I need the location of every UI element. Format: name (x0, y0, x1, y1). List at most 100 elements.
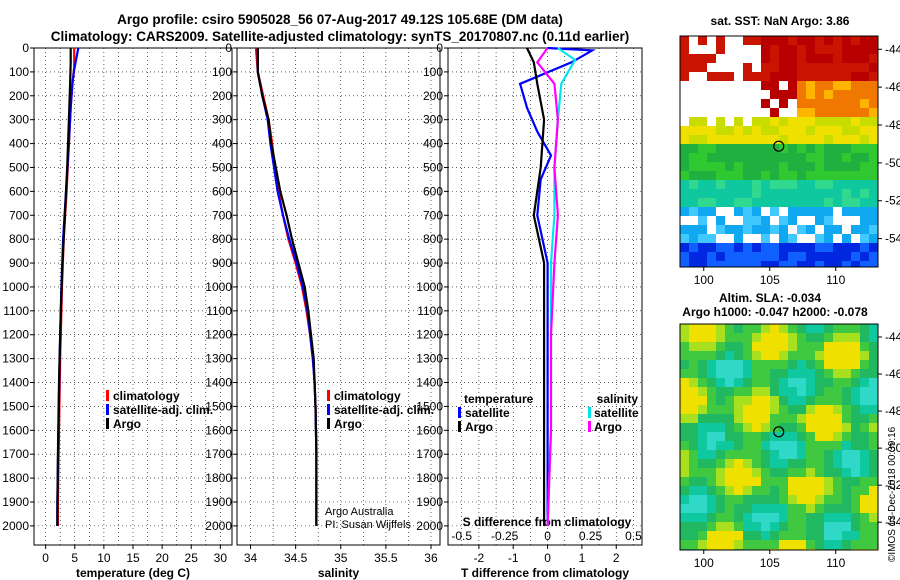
map-cell (788, 180, 797, 189)
map-cell (788, 162, 797, 171)
map-cell (707, 522, 716, 531)
map-cell (707, 54, 716, 63)
map-cell (842, 360, 851, 369)
map-cell (869, 522, 878, 531)
map-cell (707, 423, 716, 432)
map-cell (698, 162, 707, 171)
map-cell (725, 414, 734, 423)
map-cell (833, 162, 842, 171)
map-cell (716, 369, 725, 378)
map-cell (806, 207, 815, 216)
map-cell (851, 72, 860, 81)
series-line-t-satellite (518, 46, 596, 526)
map-cell (860, 153, 869, 162)
map-cell (743, 72, 752, 81)
map-cell (860, 324, 869, 333)
map-cell (869, 243, 878, 252)
map-cell (842, 468, 851, 477)
map-cell (752, 513, 761, 522)
map-cell (824, 477, 833, 486)
map-cell (824, 540, 833, 549)
map-cell (680, 531, 689, 540)
map-cell (734, 495, 743, 504)
map-cell (689, 378, 698, 387)
map-cell (743, 333, 752, 342)
y-tick-label: 1700 (416, 447, 443, 461)
map-cell (824, 153, 833, 162)
map-cell (680, 207, 689, 216)
map-cell (734, 369, 743, 378)
legend-label: climatology (334, 389, 401, 403)
map-cell (797, 342, 806, 351)
map-cell (833, 36, 842, 45)
map-cell (734, 180, 743, 189)
map-cell (842, 540, 851, 549)
x-tick-label: -2 (474, 551, 485, 565)
map-cell (770, 225, 779, 234)
map-cell (734, 252, 743, 261)
map-cell (842, 477, 851, 486)
map-cell (752, 117, 761, 126)
y-tick-label: 1800 (416, 471, 443, 485)
map-cell (734, 513, 743, 522)
map-cell (761, 333, 770, 342)
map-cell (680, 243, 689, 252)
y-tick-label: 1500 (2, 399, 29, 413)
map-cell (842, 252, 851, 261)
map-cell (869, 81, 878, 90)
map-cell (824, 468, 833, 477)
map-cell (707, 405, 716, 414)
map-cell (779, 432, 788, 441)
map-cell (788, 153, 797, 162)
map-cell (761, 351, 770, 360)
y-tick-label: 1200 (416, 328, 443, 342)
map-cell (770, 414, 779, 423)
map-cell (797, 198, 806, 207)
map-cell (869, 207, 878, 216)
map-cell (752, 198, 761, 207)
map-cell (761, 216, 770, 225)
map-cell (779, 117, 788, 126)
map-y-label: -50 (885, 441, 900, 455)
map-cell (779, 126, 788, 135)
map-cell (806, 90, 815, 99)
map-cell (698, 486, 707, 495)
map-cell (752, 540, 761, 549)
y-tick-label: 800 (212, 232, 232, 246)
y-tick-label: 200 (9, 89, 29, 103)
map-cell (689, 324, 698, 333)
map-cell (689, 126, 698, 135)
map-cell (761, 153, 770, 162)
map-cell (815, 126, 824, 135)
map-cell (707, 486, 716, 495)
map-cell (806, 342, 815, 351)
map-cell (815, 513, 824, 522)
map-cell (851, 108, 860, 117)
x-tick-label: 36 (424, 551, 438, 565)
map-cell (833, 261, 842, 267)
map-cell (788, 135, 797, 144)
map-cell (707, 450, 716, 459)
x-axis-label: T difference from climatology (461, 566, 629, 580)
map-cell (824, 486, 833, 495)
map-cell (752, 171, 761, 180)
map-cell (779, 243, 788, 252)
map-cell (716, 540, 725, 549)
map-cell (806, 198, 815, 207)
map-cell (743, 180, 752, 189)
map-cell (806, 513, 815, 522)
map-cell (689, 360, 698, 369)
map-cell (743, 486, 752, 495)
map-cell (689, 450, 698, 459)
map-cell (869, 144, 878, 153)
legend-swatch (588, 421, 591, 432)
map-cell (824, 459, 833, 468)
map-cell (779, 423, 788, 432)
map-cell (806, 144, 815, 153)
map-cell (860, 450, 869, 459)
map-cell (797, 207, 806, 216)
map-cell (851, 540, 860, 549)
legend-swatch (458, 407, 461, 418)
map-cell (860, 180, 869, 189)
map-cell (806, 117, 815, 126)
